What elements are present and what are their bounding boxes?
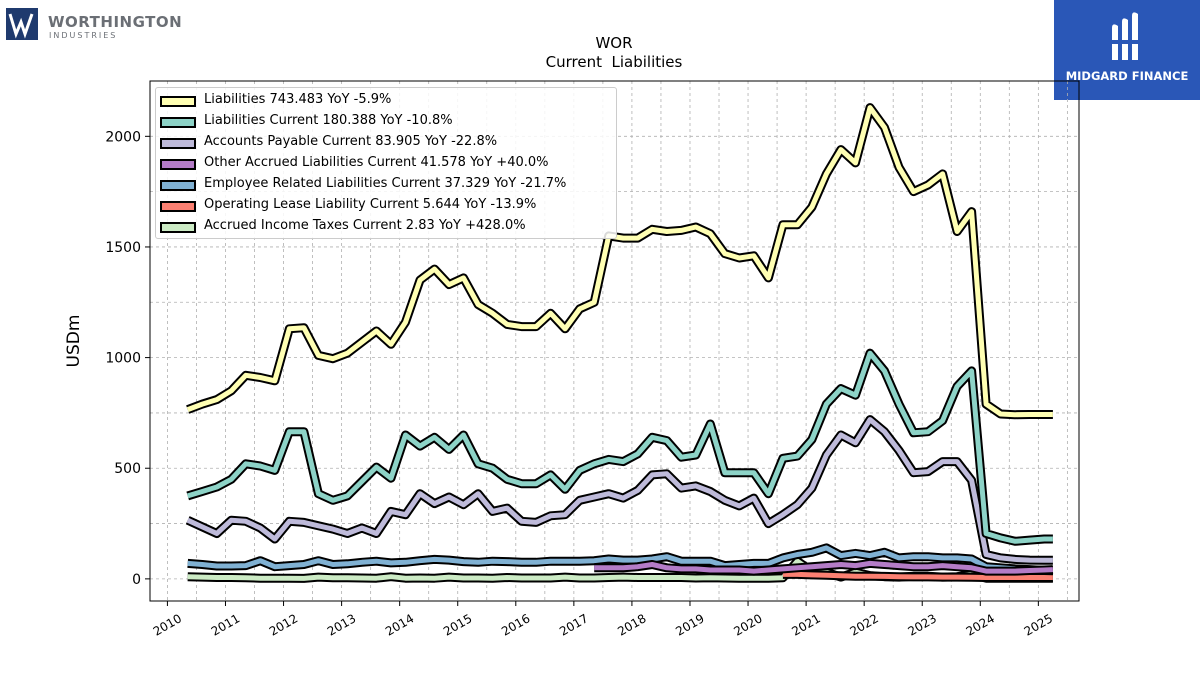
- series-line-accounts-payable-current: [186, 417, 1053, 563]
- worthington-logo-name: WORTHINGTON: [48, 13, 183, 31]
- plot-frame: [149, 80, 1080, 602]
- legend-item: Liabilities Current 180.388 YoY -10.8%: [160, 112, 616, 133]
- legend-item: Employee Related Liabilities Current 37.…: [160, 175, 616, 196]
- x-tick-label: 2017: [557, 611, 590, 638]
- legend-item: Operating Lease Liability Current 5.644 …: [160, 196, 616, 217]
- legend-swatch: [160, 222, 196, 233]
- legend-item: Accrued Income Taxes Current 2.83 YoY +4…: [160, 217, 616, 238]
- chart-legend: Liabilities 743.483 YoY -5.9% Liabilities…: [155, 87, 617, 239]
- legend-label: Operating Lease Liability Current 5.644 …: [204, 197, 537, 212]
- midgard-finance-logo: MIDGARD FINANCE: [1054, 0, 1200, 100]
- y-tick-label: 0: [132, 572, 141, 588]
- legend-swatch: [160, 117, 196, 128]
- x-tick-label: 2015: [441, 611, 474, 638]
- legend-label: Liabilities Current 180.388 YoY -10.8%: [204, 113, 453, 128]
- x-tick-label: 2012: [267, 611, 300, 638]
- worthington-logo: WORTHINGTON INDUSTRIES: [6, 8, 186, 42]
- x-tick-label: 2011: [209, 611, 242, 638]
- x-tick-label: 2016: [499, 611, 532, 638]
- series-line-liabilities: [186, 105, 1053, 418]
- series-line-employee-related-liabilities-current: [187, 545, 1053, 574]
- worthington-logo-icon: [6, 8, 38, 40]
- midgard-logo-icon: [1110, 12, 1142, 60]
- x-tick-label: 2010: [151, 611, 184, 638]
- series-line-other-accrued-liabilities-current: [594, 560, 1054, 574]
- x-tick-label: 2013: [325, 611, 358, 638]
- legend-item: Accounts Payable Current 83.905 YoY -22.…: [160, 133, 616, 154]
- series-line-operating-lease-liability-current: [782, 571, 1053, 580]
- legend-swatch: [160, 159, 196, 170]
- x-tick-label: 2019: [673, 611, 706, 638]
- legend-label: Employee Related Liabilities Current 37.…: [204, 176, 567, 191]
- legend-swatch: [160, 180, 196, 191]
- midgard-logo-name: MIDGARD FINANCE: [1065, 69, 1189, 83]
- series-line-liabilities-current: [186, 350, 1053, 544]
- x-tick-label: 2025: [1022, 611, 1055, 638]
- legend-label: Other Accrued Liabilities Current 41.578…: [204, 155, 549, 170]
- y-axis-label: USDm: [64, 315, 84, 368]
- x-tick-label: 2014: [383, 611, 416, 638]
- x-tick-label: 2024: [964, 611, 997, 638]
- series-layer: [185, 103, 1054, 583]
- y-tick-label: 1000: [105, 351, 141, 367]
- x-tick-label: 2021: [789, 611, 822, 638]
- series-outline-liabilities-current: [186, 348, 1053, 546]
- y-tick-label: 1500: [105, 240, 141, 256]
- legend-label: Accounts Payable Current 83.905 YoY -22.…: [204, 134, 498, 149]
- legend-label: Accrued Income Taxes Current 2.83 YoY +4…: [204, 218, 526, 233]
- chart-title: WOR: [595, 34, 632, 52]
- y-tick-label: 2000: [105, 129, 141, 145]
- worthington-logo-sub: INDUSTRIES: [49, 31, 118, 40]
- legend-item: Liabilities 743.483 YoY -5.9%: [160, 91, 616, 112]
- legend-swatch: [160, 96, 196, 107]
- legend-swatch: [160, 201, 196, 212]
- legend-item: Other Accrued Liabilities Current 41.578…: [160, 154, 616, 175]
- legend-label: Liabilities 743.483 YoY -5.9%: [204, 92, 392, 107]
- y-tick-label: 500: [114, 461, 141, 477]
- x-tick-label: 2018: [615, 611, 648, 638]
- legend-swatch: [160, 138, 196, 149]
- chart-subtitle: Current Liabilities: [546, 53, 683, 71]
- x-tick-label: 2023: [906, 611, 939, 638]
- x-tick-label: 2022: [847, 611, 880, 638]
- x-tick-label: 2020: [731, 611, 764, 638]
